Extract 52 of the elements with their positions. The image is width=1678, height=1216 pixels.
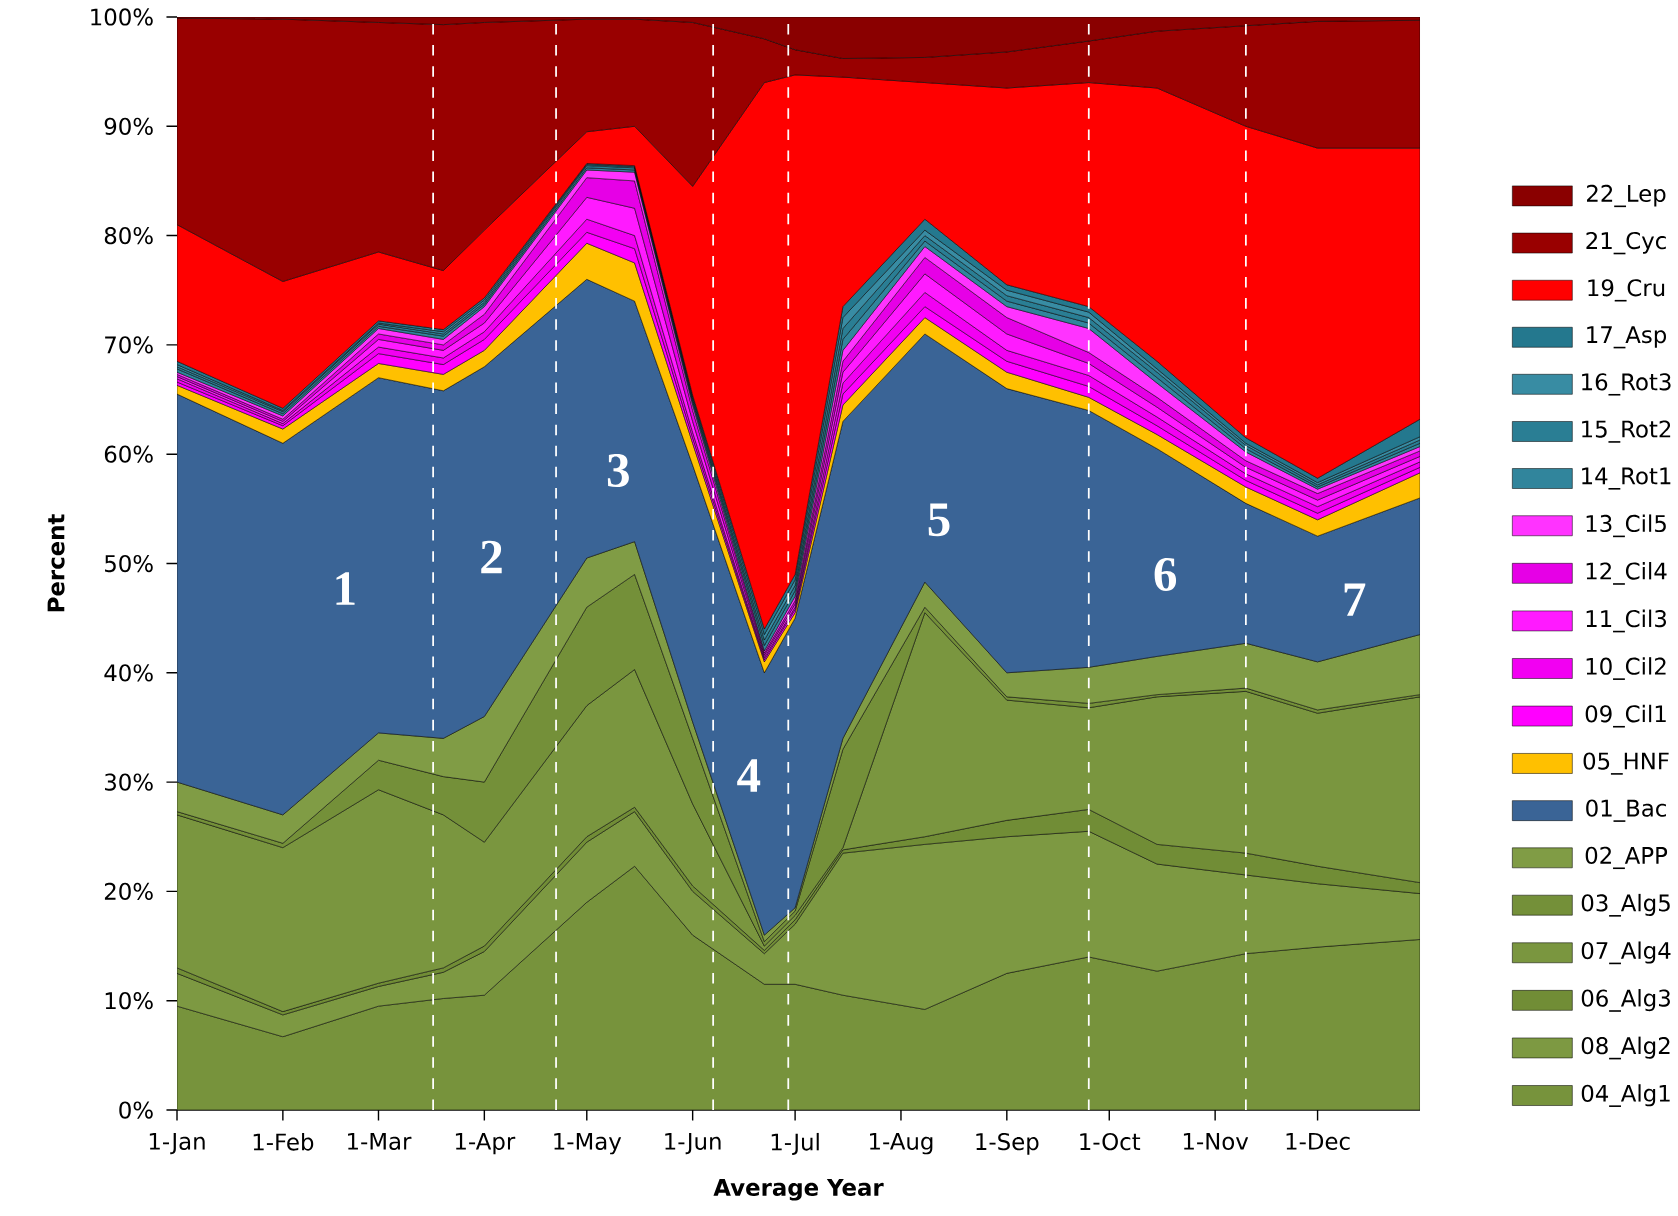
legend-label: 21_Cyc	[1586, 231, 1666, 255]
legend-label: 05_HNF	[1583, 752, 1669, 775]
x-tick-label: 1-Dec	[1286, 1132, 1350, 1150]
y-tick-label: 10%	[105, 992, 153, 1010]
legend-label: 01_Bac	[1586, 799, 1666, 822]
y-tick-label: 90%	[104, 117, 153, 135]
annotation: 3	[607, 454, 629, 488]
legend-label: 11_Cil3	[1586, 609, 1666, 633]
y-tick-label: 30%	[105, 773, 153, 791]
legend-label: 14_Rot1	[1582, 467, 1671, 490]
annotation: 4	[737, 759, 761, 792]
y-axis-title: Percent	[47, 514, 65, 612]
legend-label: 15_Rot2	[1582, 420, 1671, 443]
legend-label: 04_Alg1	[1581, 1084, 1670, 1107]
legend-label: 12_Cil4	[1586, 562, 1667, 585]
x-tick-label: 1-Jan	[149, 1132, 205, 1155]
legend-label: 17_Asp	[1587, 326, 1667, 349]
x-tick-label: 1-Jul	[771, 1132, 819, 1155]
x-tick-label: 1-Oct	[1080, 1132, 1141, 1151]
y-tick-label: 80%	[104, 226, 153, 245]
legend-label: 03_Alg5	[1581, 893, 1670, 917]
legend-label: 10_Cil2	[1586, 657, 1666, 680]
y-tick-label: 0%	[119, 1101, 153, 1119]
x-tick-label: 1-Aug	[870, 1132, 933, 1155]
x-axis-title: Average Year	[713, 1179, 884, 1201]
annotation: 1	[336, 572, 355, 605]
y-tick-label: 40%	[104, 664, 153, 682]
x-tick-label: 1-Sep	[976, 1132, 1039, 1155]
x-tick-label: 1-May	[554, 1132, 622, 1155]
legend-label: 08_Alg2	[1581, 1036, 1670, 1060]
x-tick-label: 1-Nov	[1183, 1132, 1249, 1150]
x-tick-label: 1-Apr	[455, 1132, 516, 1155]
y-tick-label: 50%	[105, 554, 153, 573]
y-tick-label: 60%	[104, 445, 153, 463]
x-tick-label: 1-Jun	[665, 1132, 721, 1155]
legend-label: 09_Cil1	[1585, 704, 1666, 728]
legend-label: 19_Cru	[1588, 279, 1665, 302]
y-tick-label: 100%	[91, 8, 153, 26]
legend-label: 22_Lep	[1587, 184, 1666, 208]
x-tick-label: 1-Mar	[348, 1132, 412, 1150]
legend-label: 06_Alg3	[1581, 989, 1670, 1012]
y-tick-label: 70%	[105, 336, 153, 354]
y-tick-label: 20%	[104, 882, 153, 901]
annotation: 2	[481, 540, 502, 574]
annotation: 7	[1344, 583, 1366, 616]
annotation: 6	[1154, 557, 1177, 591]
annotation: 5	[928, 503, 950, 537]
x-tick-label: 1-Feb	[253, 1132, 314, 1151]
legend-label: 13_Cil5	[1586, 514, 1666, 538]
legend-label: 02_APP	[1585, 846, 1668, 870]
legend-label: 16_Rot3	[1582, 373, 1671, 396]
legend-label: 07_Alg4	[1581, 941, 1671, 965]
